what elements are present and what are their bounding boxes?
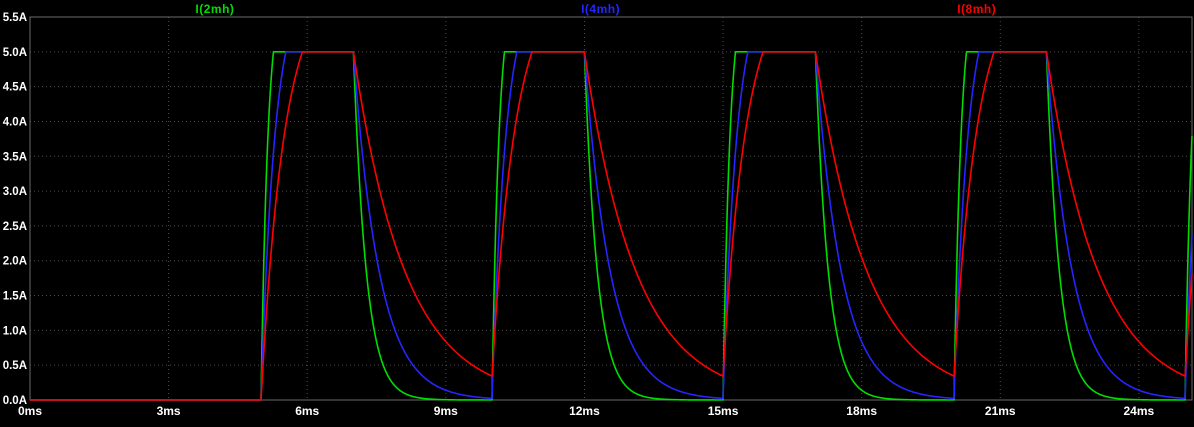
y-tick-label: 1.0A [3,325,27,337]
y-tick-label: 3.5A [3,151,27,163]
y-tick-label: 4.5A [3,82,27,94]
x-tick-label: 0ms [18,404,42,418]
y-tick-label: 1.5A [3,291,27,303]
x-tick-label: 15ms [708,404,739,418]
x-tick-label: 12ms [569,404,600,418]
y-tick-label: 5.5A [3,12,27,24]
x-tick-label: 9ms [434,404,458,418]
legend-trace-I8mh[interactable]: I(8mh) [957,2,997,16]
trace-I(8mh)[interactable] [29,51,1193,401]
plot-frame [29,16,1193,401]
y-tick-label: 2.0A [3,256,27,268]
x-tick-label: 3ms [157,404,181,418]
y-tick-label: 5.0A [3,47,27,59]
y-tick-label: 4.0A [3,116,27,128]
x-tick-label: 21ms [985,404,1016,418]
y-tick-label: 2.5A [3,221,27,233]
y-tick-label: 0.0A [3,395,27,407]
x-tick-label: 24ms [1124,404,1155,418]
x-tick-label: 18ms [846,404,877,418]
legend-trace-I4mh[interactable]: I(4mh) [581,2,621,16]
legend-trace-I2mh[interactable]: I(2mh) [195,2,235,16]
x-tick-label: 6ms [295,404,319,418]
y-tick-label: 0.5A [3,360,27,372]
y-tick-label: 3.0A [3,186,27,198]
